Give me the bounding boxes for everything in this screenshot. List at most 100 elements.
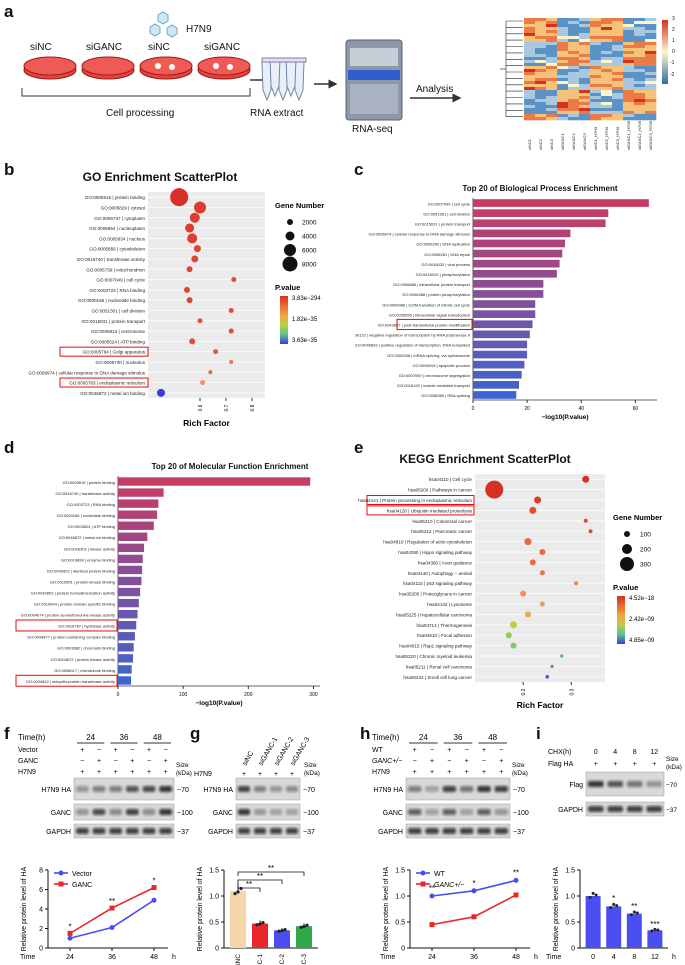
panel-c-bar: GO:0007049 | cell cycle GO:0051301 | cell… xyxy=(355,198,657,421)
heatmap-cell xyxy=(579,102,591,106)
heatmap-cell xyxy=(557,96,569,100)
h-series-line xyxy=(431,894,517,926)
heatmap-cell xyxy=(568,54,580,58)
term-label: GO:0051301 | cell division xyxy=(423,211,470,216)
heatmap-cell xyxy=(579,18,591,22)
sign: + xyxy=(130,758,134,765)
bar xyxy=(473,280,544,288)
heatmap-cell xyxy=(557,48,569,52)
bar xyxy=(118,543,145,553)
rna-extract-label: RNA extract xyxy=(250,108,304,119)
heatmap-cell xyxy=(524,21,536,25)
f-y-tick-label: 6 xyxy=(39,887,43,894)
heatmap-cell xyxy=(645,75,657,79)
blot-band xyxy=(126,786,139,792)
heatmap-cell xyxy=(535,39,547,43)
heatmap-cell xyxy=(645,51,657,55)
heatmap-cell xyxy=(568,81,580,85)
panel-e-letter: e xyxy=(354,438,364,457)
heatmap-cell xyxy=(524,90,536,94)
heatmap-cell xyxy=(645,81,657,85)
heatmap-cell xyxy=(590,24,602,28)
heatmap-cell xyxy=(601,87,613,91)
heatmap-cell xyxy=(590,102,602,106)
time-label: 24 xyxy=(86,733,95,742)
heatmap-cell xyxy=(645,30,657,34)
x-axis-label: −log10(P.value) xyxy=(541,414,588,421)
heatmap-cell xyxy=(524,117,536,121)
i-category-label: 4 xyxy=(612,954,616,961)
kegg-term-label: hsa04510 | Focal adhesion xyxy=(417,633,473,638)
heatmap-cell xyxy=(645,87,657,91)
heatmap-cell xyxy=(645,60,657,64)
heatmap-cell xyxy=(535,60,547,64)
heatmap-cell xyxy=(535,48,547,52)
size-label: Size xyxy=(176,762,189,769)
blot-band xyxy=(126,809,139,815)
heatmap-cell xyxy=(590,36,602,40)
blot-strip xyxy=(235,777,301,801)
heatmap-cell xyxy=(623,96,635,100)
sign: + xyxy=(465,758,469,765)
heatmap-cell xyxy=(601,75,613,79)
heatmap-cell xyxy=(645,18,657,22)
go-term-label: GO:0005730 | nucleolus xyxy=(96,360,146,365)
heatmap-cell xyxy=(546,114,558,118)
heatmap-dendrogram xyxy=(500,20,523,117)
go-term-label: GO:0005654 | nucleoplasm xyxy=(89,226,145,231)
bar xyxy=(473,269,557,278)
g-significance-bracket xyxy=(237,887,261,892)
heatmap-cell xyxy=(535,36,547,40)
term-label: GO:0000166 | nucleotide binding xyxy=(57,513,115,518)
kegg-term-point xyxy=(539,601,545,607)
heatmap-cell xyxy=(645,108,657,112)
h-y-axis-label: Relative protein level of HA xyxy=(383,866,390,951)
heatmap-cell xyxy=(568,21,580,25)
heatmap-cell xyxy=(623,51,635,55)
sign: + xyxy=(147,747,151,754)
g-significance: ** xyxy=(257,872,263,881)
heatmap-cell xyxy=(623,72,635,76)
go-term-point xyxy=(185,223,195,233)
term-label: GO:0003723 | RNA binding xyxy=(67,502,115,507)
heatmap-cell xyxy=(623,69,635,73)
dish-label-1: siNC xyxy=(30,42,52,53)
go-term-point xyxy=(228,307,234,313)
sign: + xyxy=(413,747,417,754)
chx-time: 12 xyxy=(650,749,658,756)
blot-band xyxy=(238,809,250,815)
h-x-unit: h xyxy=(534,954,538,961)
h-x-tick-label: 24 xyxy=(428,954,436,961)
blot-band xyxy=(646,781,662,787)
f-legend-marker xyxy=(58,870,64,876)
blot-band xyxy=(159,828,172,834)
heatmap-cell xyxy=(535,81,547,85)
heatmap-cell xyxy=(623,42,635,46)
heatmap-cell xyxy=(535,45,547,49)
heatmap-cell xyxy=(601,78,613,82)
heatmap-cell xyxy=(645,90,657,94)
sign: + xyxy=(430,769,434,776)
g-category-label: siGANC-3 xyxy=(301,954,308,965)
bar xyxy=(118,488,164,497)
heatmap-cell xyxy=(634,30,646,34)
h-series-point xyxy=(429,922,435,928)
term-label: GO:0000122 | negative regulation of tran… xyxy=(355,333,470,338)
chx-time: 8 xyxy=(633,749,637,756)
kegg-term-label: hsa05222 | Small cell lung cancer xyxy=(403,675,472,680)
heatmap-cell xyxy=(623,39,635,43)
g-category-label: siNC xyxy=(235,954,242,965)
heatmap-cell xyxy=(546,42,558,46)
heatmap-cell xyxy=(623,66,635,70)
f-series-point xyxy=(109,925,115,931)
g-dot xyxy=(283,928,287,932)
heatmap-cell xyxy=(524,96,536,100)
go-term-point xyxy=(194,201,206,214)
blot-size: −37 xyxy=(666,807,677,814)
term-label: GO:0046872 | metal ion binding xyxy=(59,535,115,540)
heatmap-cell xyxy=(590,81,602,85)
sign: + xyxy=(613,761,617,768)
color-legend-bar xyxy=(280,296,288,344)
heatmap-cell xyxy=(579,63,591,67)
term-label: GO:0016032 | viral process xyxy=(421,262,470,267)
